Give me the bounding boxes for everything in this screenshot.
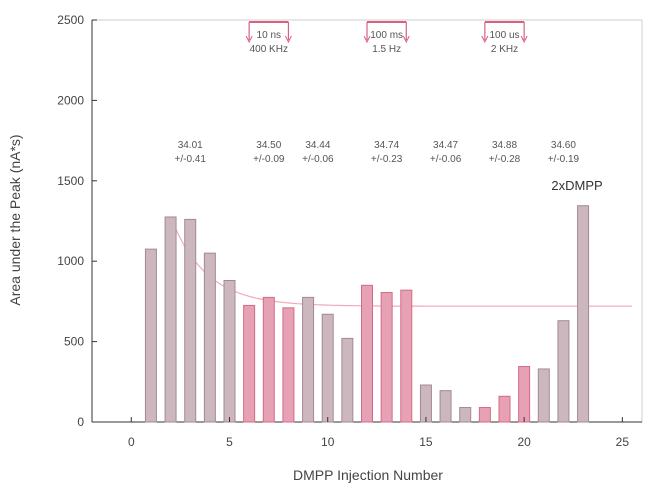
stim-marker-arrow: [481, 35, 489, 44]
annotation-mean: 34.88: [492, 140, 517, 151]
annotation-mean: 34.01: [178, 140, 203, 151]
y-axis-label: Area under the Peak (nA*s): [7, 134, 23, 305]
annotation-sd: +/-0.41: [175, 154, 207, 165]
stim-marker-label: 400 KHz: [250, 44, 288, 55]
bar: [478, 407, 491, 423]
x-tick-label: 20: [517, 435, 531, 449]
annotation-sd: +/-0.28: [489, 154, 521, 165]
bar: [144, 248, 157, 423]
special-label: 2xDMPP: [551, 178, 602, 193]
bar: [419, 384, 432, 423]
stim-marker-label: 100 ms: [370, 30, 403, 41]
bar: [577, 205, 590, 423]
x-tick-label: 10: [321, 435, 335, 449]
bar: [302, 296, 315, 423]
annotation-mean: 34.74: [374, 140, 399, 151]
bar: [321, 313, 334, 423]
stim-marker-label: 2 KHz: [491, 44, 518, 55]
stimulation-markers-layer: 10 ns 400 KHz 100 ms 1.5 Hz 100 us 2 KHz: [245, 21, 528, 55]
y-tick-label: 500: [64, 335, 84, 349]
bar: [361, 284, 373, 423]
x-axis-label: DMPP Injection Number: [293, 467, 443, 483]
bar: [243, 304, 256, 423]
x-tick-label: 15: [419, 435, 433, 449]
bar: [223, 279, 236, 423]
bar: [439, 390, 452, 423]
x-tick-label: 0: [128, 435, 135, 449]
bar: [164, 216, 177, 423]
annotation-sd: +/-0.06: [302, 154, 334, 165]
bar: [341, 337, 354, 423]
bar: [262, 296, 275, 423]
annotation-sd: +/-0.09: [253, 154, 285, 165]
annotation-mean: 34.44: [305, 140, 330, 151]
stim-marker-arrow: [284, 35, 292, 44]
bar: [184, 218, 197, 423]
y-tick-label: 1000: [57, 254, 84, 268]
bar: [498, 395, 511, 423]
annotation-mean: 34.47: [433, 140, 458, 151]
x-tick-label: 25: [616, 435, 630, 449]
x-tick-label: 5: [226, 435, 233, 449]
bar: [380, 292, 393, 423]
annotation-mean: 34.50: [256, 140, 281, 151]
stim-marker-label: 10 ns: [257, 30, 281, 41]
bars-layer: [144, 205, 590, 423]
annotation-sd: +/-0.19: [548, 154, 580, 165]
y-tick-label: 0: [77, 415, 84, 429]
stim-marker-label: 100 us: [489, 30, 519, 41]
stim-marker-arrow: [402, 35, 410, 44]
y-tick-label: 2000: [57, 93, 84, 107]
y-tick-label: 2500: [57, 13, 84, 27]
annotation-sd: +/-0.06: [430, 154, 462, 165]
bar: [537, 368, 550, 423]
stim-marker-arrow: [363, 35, 371, 44]
stim-marker-arrow: [245, 35, 253, 44]
bar: [557, 320, 570, 423]
annotation-mean: 34.60: [551, 140, 576, 151]
bar: [282, 307, 295, 423]
bar: [518, 366, 531, 423]
stim-marker-arrow: [520, 35, 528, 44]
y-tick-label: 1500: [57, 174, 84, 188]
bar: [400, 289, 413, 423]
bar: [203, 252, 216, 423]
stim-marker-label: 1.5 Hz: [372, 44, 401, 55]
annotations-layer: 34.01 +/-0.41 34.50 +/-0.09 34.44 +/-0.06 34.7…: [175, 140, 603, 193]
bar: [459, 407, 472, 423]
annotation-sd: +/-0.23: [371, 154, 403, 165]
ticks-layer: 0 500 1000 1500 2000 2500 0 5 10 15 20 25: [57, 13, 629, 449]
